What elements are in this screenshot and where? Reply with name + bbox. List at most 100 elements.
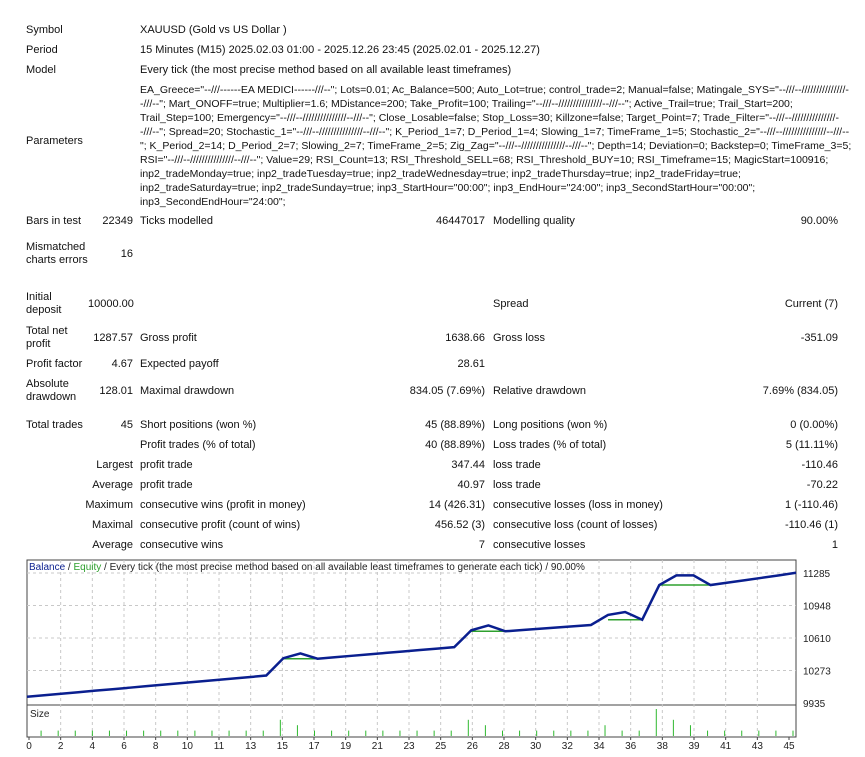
- stat-label: consecutive profit (count of wins): [140, 519, 301, 531]
- stat-label: Modelling quality: [493, 215, 575, 227]
- stat-label: Bars in test: [26, 214, 82, 227]
- stat-label: Ticks modelled: [140, 215, 213, 227]
- x-tick-label: 30: [530, 741, 542, 752]
- x-tick-label: 17: [308, 741, 320, 752]
- stat-label: Total net profit: [26, 324, 68, 350]
- stat-label: Mismatched charts errors: [26, 241, 88, 266]
- x-tick-label: 43: [752, 741, 764, 752]
- stat-label: Total trades: [26, 418, 83, 431]
- symbol-label: Symbol: [26, 23, 63, 36]
- stats-row: Profit trades (% of total) 40 (88.89%) Los…: [0, 437, 865, 453]
- x-tick-label: 39: [688, 741, 700, 752]
- stat-value: 347.44: [451, 459, 485, 471]
- x-tick-label: 6: [121, 741, 127, 752]
- stat-label: loss trade: [493, 479, 541, 491]
- stat-value: -70.22: [806, 479, 838, 491]
- stat-value: 28.61: [457, 358, 485, 370]
- stat-value: 46447017: [436, 215, 485, 227]
- x-tick-label: 45: [783, 741, 795, 752]
- stats-row: Profit factor 4.67 Expected payoff 28.61: [0, 356, 865, 372]
- x-tick-label: 32: [562, 741, 574, 752]
- stat-label: Maximum: [85, 499, 133, 511]
- x-tick-label: 13: [245, 741, 257, 752]
- stat-label: consecutive losses (loss in money): [493, 499, 663, 511]
- stat-label: Short positions (won %): [140, 419, 257, 431]
- model-value: Every tick (the most precise method base…: [140, 64, 512, 76]
- x-tick-label: 41: [720, 741, 732, 752]
- stat-label: Absolute drawdown: [26, 377, 77, 403]
- stat-label: Maximal: [92, 519, 133, 531]
- stat-value: 1: [831, 539, 838, 551]
- stat-label: Average: [92, 479, 133, 491]
- stats-row: Largest profit trade 347.44 loss trade -110.…: [0, 457, 865, 473]
- period-label: Period: [26, 43, 58, 56]
- parameters-value: EA_Greece="--///------EA MEDICI------///…: [140, 84, 852, 208]
- legend-equity: Equity: [73, 562, 101, 573]
- stat-label: consecutive loss (count of losses): [493, 519, 658, 531]
- x-tick-label: 36: [625, 741, 637, 752]
- stat-label: Largest: [96, 459, 133, 471]
- stats-row: Average profit trade 40.97 loss trade -70.22: [0, 477, 865, 493]
- stat-label: Profit factor: [26, 357, 83, 370]
- stat-value: 45 (88.89%): [425, 419, 485, 431]
- y-tick-label: 10273: [803, 666, 831, 677]
- parameters-label: Parameters: [26, 135, 83, 147]
- stat-label: Expected payoff: [140, 358, 219, 370]
- stat-value: 128.01: [99, 384, 133, 397]
- stat-value: 16: [120, 248, 133, 260]
- x-tick-label: 38: [657, 741, 669, 752]
- x-tick-label: 4: [90, 741, 96, 752]
- stat-label: loss trade: [493, 459, 541, 471]
- stats-row: Total net profit 1287.57 Gross profit 1638.…: [0, 323, 865, 352]
- stat-value: -110.46: [801, 459, 839, 471]
- y-tick-label: 9935: [803, 699, 826, 710]
- period-value: 15 Minutes (M15) 2025.02.03 01:00 - 2025…: [140, 44, 540, 56]
- stats-row: Maximum consecutive wins (profit in money…: [0, 497, 865, 513]
- x-tick-label: 15: [277, 741, 289, 752]
- balance-line: [26, 571, 797, 698]
- stat-label: consecutive wins: [140, 539, 224, 551]
- x-tick-label: 8: [153, 741, 159, 752]
- stat-value: -351.09: [800, 331, 838, 344]
- stat-value: 22349: [102, 215, 133, 227]
- stat-value: 14 (426.31): [428, 499, 485, 511]
- balance-chart: 11285 10948 10610 10273 9935 0 2 4 6 8 10 11 13 15 17 1…: [26, 559, 831, 752]
- stat-value: 1287.57: [93, 331, 133, 344]
- stat-label: consecutive wins (profit in money): [140, 499, 306, 511]
- size-label: Size: [30, 709, 50, 720]
- stats-row: Maximal consecutive profit (count of wins…: [0, 517, 865, 533]
- x-tick-label: 19: [340, 741, 352, 752]
- legend-balance: Balance: [29, 562, 66, 573]
- period-row: Period 15 Minutes (M15) 2025.02.03 01:00…: [0, 42, 865, 58]
- stats-row: Mismatched charts errors 16: [0, 234, 865, 274]
- stats-row: Bars in test 22349 Ticks modelled 46447017 M…: [0, 213, 865, 229]
- stats-row: Average consecutive wins 7 consecutive loss…: [0, 537, 865, 553]
- stat-label: Loss trades (% of total): [493, 439, 607, 451]
- symbol-row: Symbol XAUUSD (Gold vs US Dollar ): [0, 22, 865, 38]
- stat-value: Current (7): [784, 297, 838, 310]
- x-tick-label: 34: [593, 741, 605, 752]
- model-row: Model Every tick (the most precise metho…: [0, 62, 865, 78]
- stats-row: Total trades 45 Short positions (won %) 45 …: [0, 417, 865, 433]
- stats-row: Absolute drawdown 128.01 Maximal drawdown 8…: [0, 376, 865, 405]
- stat-label: profit trade: [140, 459, 193, 471]
- x-tick-label: 26: [467, 741, 479, 752]
- stat-value: 834.05 (7.69%): [409, 384, 485, 397]
- stat-label: Maximal drawdown: [140, 384, 235, 397]
- stat-label: Long positions (won %): [493, 419, 608, 431]
- stat-label: Relative drawdown: [493, 384, 586, 397]
- x-tick-label: 28: [498, 741, 510, 752]
- stat-value: 7.69% (834.05): [762, 384, 838, 397]
- model-label: Model: [26, 63, 56, 76]
- stat-label: Spread: [493, 297, 529, 310]
- stat-value: 90.00%: [800, 215, 838, 227]
- legend-sep: /: [65, 562, 73, 573]
- stat-value: 1 (-110.46): [785, 499, 838, 511]
- y-tick-label: 10948: [803, 601, 831, 612]
- plot-frame: [26, 559, 797, 706]
- x-tick-label: 25: [435, 741, 447, 752]
- stats-row: Initial deposit 10000.00 Spread Current (7): [0, 289, 865, 318]
- y-tick-label: 11285: [803, 569, 831, 580]
- stat-value: 40.97: [457, 479, 485, 491]
- x-tick-label: 21: [372, 741, 384, 752]
